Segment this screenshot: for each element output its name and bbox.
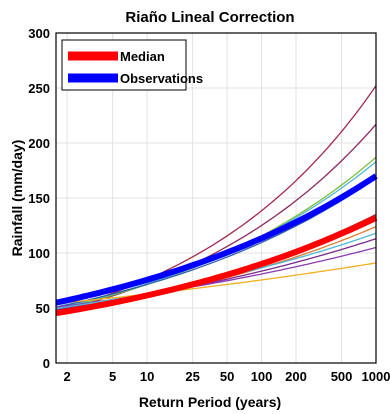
series-line-median [55, 215, 378, 317]
y-tick-label-5: 250 [28, 81, 50, 96]
y-tick-label-4: 200 [28, 136, 50, 151]
series-line-observations [55, 173, 378, 306]
y-axis-label: Rainfall (mm/day) [9, 140, 25, 257]
legend-label-observations: Observations [120, 71, 203, 86]
x-tick-label-4: 50 [220, 369, 234, 384]
chart-title: Riaño Lineal Correction [125, 9, 294, 26]
x-tick-label-5: 100 [251, 369, 273, 384]
x-tick-label-8: 1000 [362, 369, 390, 384]
series-line-4 [55, 177, 377, 308]
plot-area [55, 85, 378, 317]
x-tick-label-2: 10 [140, 369, 154, 384]
x-tick-label-0: 2 [63, 369, 70, 384]
x-tick-label-6: 200 [285, 369, 307, 384]
legend-label-median: Median [120, 49, 165, 64]
y-tick-label-3: 150 [28, 191, 50, 206]
x-axis-label: Return Period (years) [139, 394, 281, 410]
x-tick-label-1: 5 [109, 369, 116, 384]
x-tick-label-3: 25 [185, 369, 199, 384]
plot-frame [55, 32, 377, 364]
y-tick-label-1: 50 [36, 301, 50, 316]
series-line-10 [55, 262, 377, 305]
y-tick-label-0: 0 [43, 356, 50, 371]
y-tick-label-2: 100 [28, 246, 50, 261]
x-tick-label-7: 500 [331, 369, 353, 384]
legend: Median Observations [61, 39, 203, 91]
y-tick-label-6: 300 [28, 26, 50, 41]
series-line-2 [55, 156, 377, 311]
series-line-1 [55, 123, 377, 313]
